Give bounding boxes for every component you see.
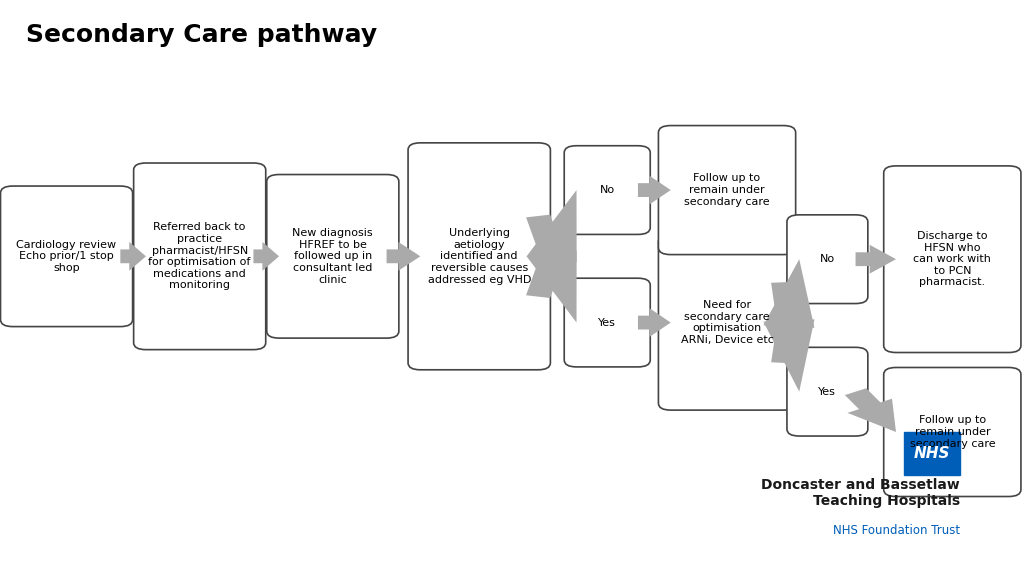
Polygon shape xyxy=(121,242,146,271)
Text: Underlying
aetiology
identified and
reversible causes
addressed eg VHD: Underlying aetiology identified and reve… xyxy=(428,228,530,285)
Text: NHS: NHS xyxy=(913,446,950,461)
Text: No: No xyxy=(600,185,614,195)
Polygon shape xyxy=(526,215,577,323)
Polygon shape xyxy=(638,308,671,337)
FancyBboxPatch shape xyxy=(266,175,399,338)
FancyBboxPatch shape xyxy=(787,347,868,436)
Text: No: No xyxy=(820,254,835,264)
FancyBboxPatch shape xyxy=(884,367,1021,497)
Polygon shape xyxy=(764,282,814,392)
Text: Follow up to
remain under
secondary care: Follow up to remain under secondary care xyxy=(909,415,995,449)
Polygon shape xyxy=(764,259,814,363)
Text: Cardiology review
Echo prior/1 stop
shop: Cardiology review Echo prior/1 stop shop xyxy=(16,240,117,273)
Text: New diagnosis
HFREF to be
followed up in
consultant led
clinic: New diagnosis HFREF to be followed up in… xyxy=(293,228,373,285)
FancyBboxPatch shape xyxy=(787,215,868,304)
FancyBboxPatch shape xyxy=(133,163,266,350)
FancyBboxPatch shape xyxy=(564,146,650,234)
Text: NHS Foundation Trust: NHS Foundation Trust xyxy=(833,524,961,537)
Text: Referred back to
practice
pharmacist/HFSN
for optimisation of
medications and
mo: Referred back to practice pharmacist/HFS… xyxy=(148,222,251,290)
FancyBboxPatch shape xyxy=(904,432,961,475)
Polygon shape xyxy=(845,388,896,432)
Polygon shape xyxy=(526,190,577,298)
Text: Need for
secondary care
optimisation
ARNi, Device etc: Need for secondary care optimisation ARN… xyxy=(681,300,773,345)
FancyBboxPatch shape xyxy=(658,126,796,255)
Text: Yes: Yes xyxy=(818,386,837,397)
FancyBboxPatch shape xyxy=(1,186,133,327)
Text: Discharge to
HFSN who
can work with
to PCN
pharmacist.: Discharge to HFSN who can work with to P… xyxy=(913,231,991,287)
FancyBboxPatch shape xyxy=(658,235,796,410)
Text: Doncaster and Bassetlaw
Teaching Hospitals: Doncaster and Bassetlaw Teaching Hospita… xyxy=(761,478,961,508)
Text: Follow up to
remain under
secondary care: Follow up to remain under secondary care xyxy=(684,173,770,207)
FancyBboxPatch shape xyxy=(564,278,650,367)
Polygon shape xyxy=(638,176,671,204)
FancyBboxPatch shape xyxy=(408,143,551,370)
Polygon shape xyxy=(856,245,896,274)
Text: Yes: Yes xyxy=(598,317,616,328)
FancyBboxPatch shape xyxy=(884,166,1021,353)
Polygon shape xyxy=(387,242,421,271)
Polygon shape xyxy=(254,242,279,271)
Text: Secondary Care pathway: Secondary Care pathway xyxy=(26,23,377,47)
